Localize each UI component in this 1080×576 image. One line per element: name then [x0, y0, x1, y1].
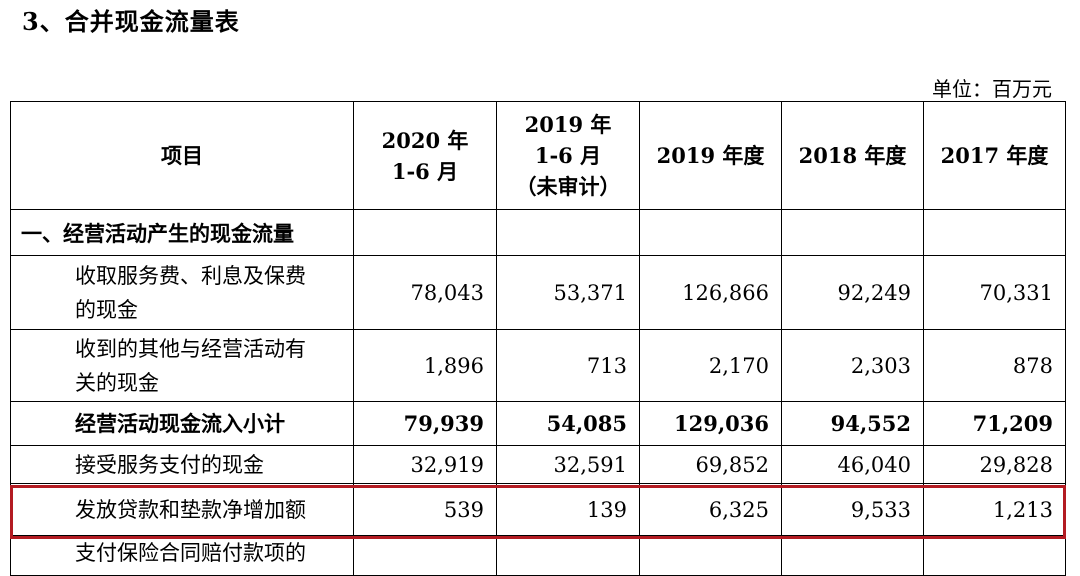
cell: 139	[496, 483, 640, 536]
row-label: 收到的其他与经营活动有 关的现金	[10, 329, 354, 402]
cell	[923, 535, 1066, 576]
unit-label: 单位：百万元	[932, 77, 1052, 101]
cell: 713	[496, 329, 640, 402]
cell: 29,828	[923, 445, 1066, 484]
cell: 92,249	[781, 255, 924, 330]
row-label: 收取服务费、利息及保费 的现金	[10, 255, 354, 330]
header-2019h1: 2019 年 1-6 月（未审计）	[496, 101, 640, 210]
cell	[639, 535, 782, 576]
cell: 71,209	[923, 401, 1066, 446]
cell: 78,043	[353, 255, 497, 330]
header-2017: 2017 年度	[923, 101, 1066, 210]
cell	[639, 209, 782, 256]
header-2018: 2018 年度	[781, 101, 924, 210]
cell	[781, 209, 924, 256]
header-item: 项目	[10, 101, 354, 210]
table-row: 收到的其他与经营活动有 关的现金 1,896 713 2,170 2,303 87…	[10, 329, 1066, 402]
cell	[353, 209, 497, 256]
header-2019: 2019 年度	[639, 101, 782, 210]
table-row: 一、经营活动产生的现金流量	[10, 209, 1066, 256]
cell: 2,170	[639, 329, 782, 402]
page-title: 3、合并现金流量表	[22, 7, 240, 36]
table-row: 发放贷款和垫款净增加额 539 139 6,325 9,533 1,213	[10, 483, 1066, 536]
cell: 878	[923, 329, 1066, 402]
cell: 2,303	[781, 329, 924, 402]
cell: 46,040	[781, 445, 924, 484]
table-header-row: 项目 2020 年 1-6 月 2019 年 1-6 月（未审计） 2019 年度 …	[10, 101, 1066, 210]
cell	[353, 535, 497, 576]
row-label: 经营活动现金流入小计	[10, 401, 354, 446]
cell: 9,533	[781, 483, 924, 536]
cell	[496, 209, 640, 256]
cell: 54,085	[496, 401, 640, 446]
cell	[496, 535, 640, 576]
cell: 539	[353, 483, 497, 536]
row-label: 发放贷款和垫款净增加额	[10, 483, 354, 536]
cell: 70,331	[923, 255, 1066, 330]
cell: 126,866	[639, 255, 782, 330]
row-label: 支付保险合同赔付款项的	[10, 535, 354, 576]
cell: 1,896	[353, 329, 497, 402]
cash-flow-table: 项目 2020 年 1-6 月 2019 年 1-6 月（未审计） 2019 年度 …	[10, 101, 1066, 576]
table-row: 接受服务支付的现金 32,919 32,591 69,852 46,040 29…	[10, 445, 1066, 484]
table-row: 支付保险合同赔付款项的	[10, 535, 1066, 576]
cell: 6,325	[639, 483, 782, 536]
cell	[923, 209, 1066, 256]
row-label: 接受服务支付的现金	[10, 445, 354, 484]
cell: 129,036	[639, 401, 782, 446]
row-label: 一、经营活动产生的现金流量	[10, 209, 354, 256]
cell: 69,852	[639, 445, 782, 484]
header-2020h1: 2020 年 1-6 月	[353, 101, 497, 210]
table-row: 收取服务费、利息及保费 的现金 78,043 53,371 126,866 92,…	[10, 255, 1066, 330]
cell: 1,213	[923, 483, 1066, 536]
table-row: 经营活动现金流入小计 79,939 54,085 129,036 94,552 …	[10, 401, 1066, 446]
cell: 32,919	[353, 445, 497, 484]
cell: 94,552	[781, 401, 924, 446]
cell: 32,591	[496, 445, 640, 484]
cell: 53,371	[496, 255, 640, 330]
cell: 79,939	[353, 401, 497, 446]
cell	[781, 535, 924, 576]
